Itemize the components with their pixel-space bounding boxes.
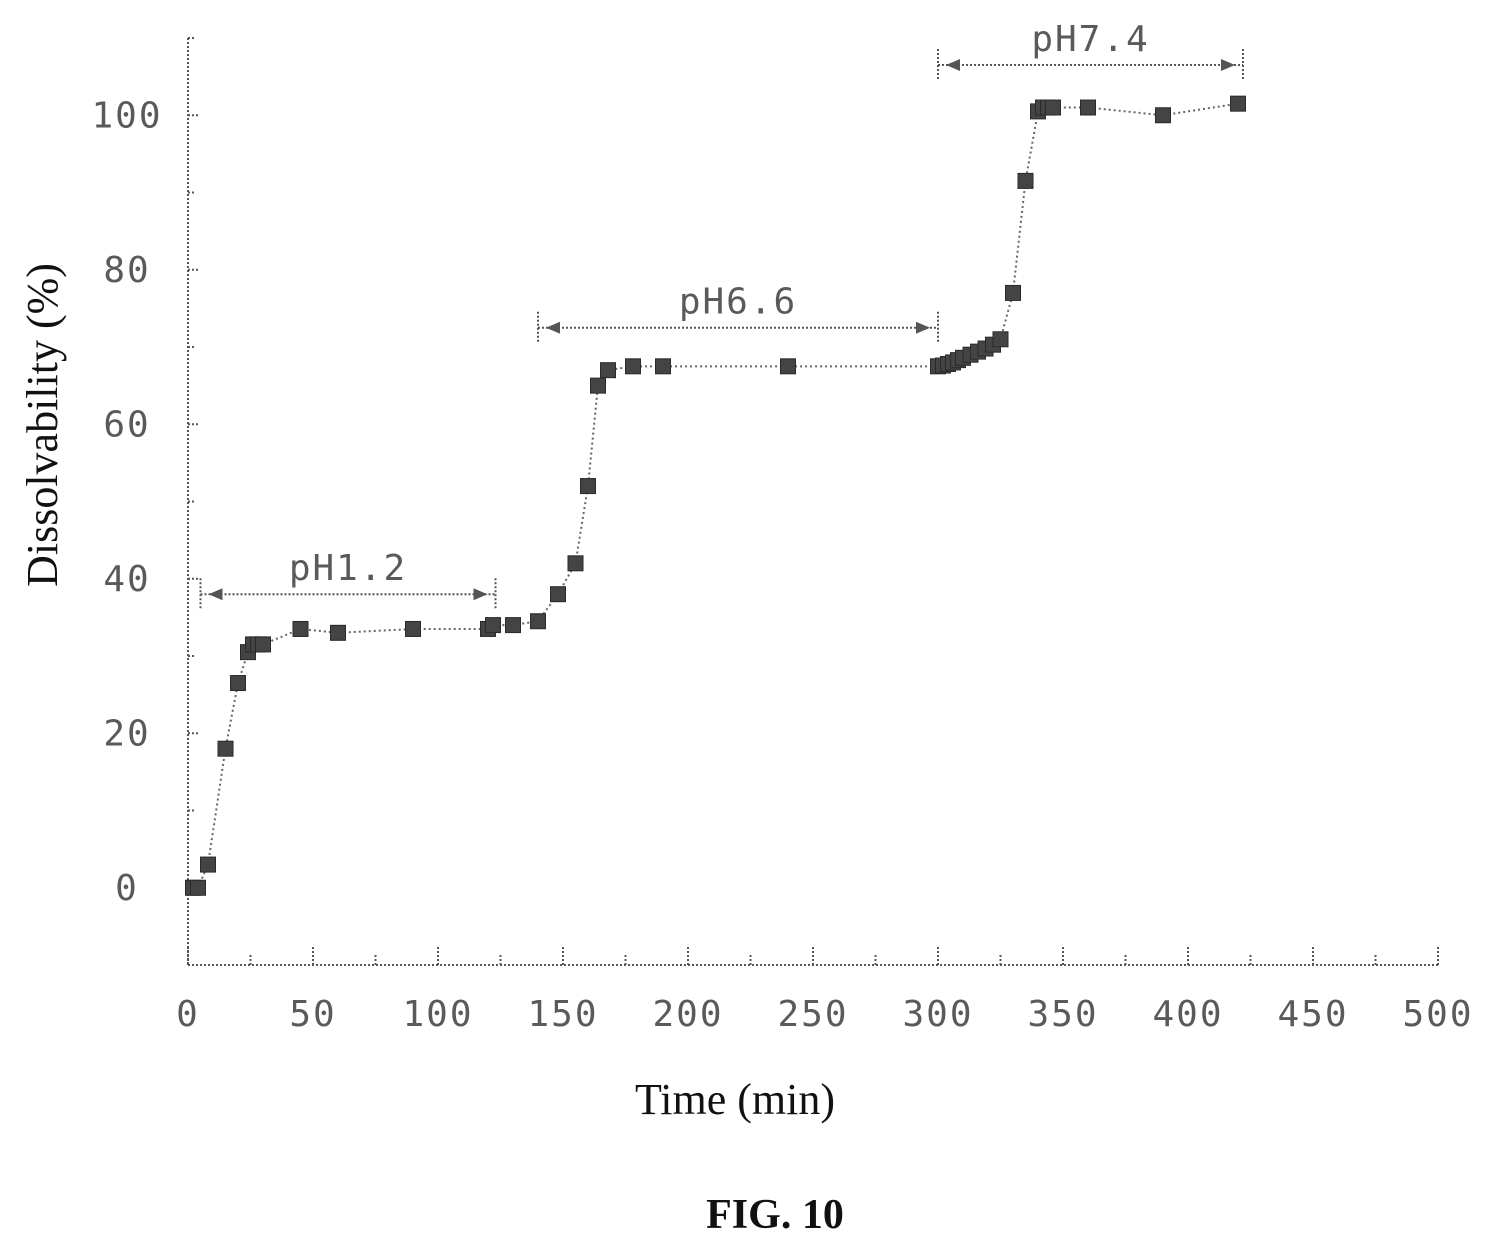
x-tick-label: 200 [652,994,723,1035]
x-axis-title: Time (min) [635,1075,835,1124]
x-tick-label: 150 [527,994,598,1035]
x-tick-label: 400 [1152,994,1223,1035]
x-tick-label: 250 [777,994,848,1035]
y-tick-label: 40 [103,559,150,600]
arrowhead-left [946,59,960,72]
ph-range-label: pH1.2 [289,548,407,589]
data-point [1230,95,1246,112]
data-point [655,358,671,375]
data-point [505,617,521,634]
y-axis-title: Dissolvability (%) [18,263,67,587]
data-point [200,856,216,873]
data-point [550,586,566,603]
x-tick-label: 300 [902,994,973,1035]
data-point [567,555,584,572]
arrowhead-left [546,321,560,334]
x-tick-label: 500 [1402,994,1473,1035]
data-point [780,358,796,375]
data-point [1080,99,1096,116]
x-tick-label: 450 [1277,994,1348,1035]
y-tick-label: 60 [103,404,150,445]
data-point [580,478,596,495]
arrowhead-left [208,588,223,601]
data-series [185,95,1246,896]
data-point [330,624,346,641]
x-tick-label: 350 [1027,994,1098,1035]
data-point [255,636,271,653]
data-point [992,331,1009,348]
arrowhead-right [1221,59,1235,72]
axis-ticks: 0 50 100 150 200 250 300 350 400 450 500 0 20 40 60 80 1… [91,37,1473,1035]
data-point [292,620,309,637]
series-line [193,102,1239,889]
ph-range-label: pH6.6 [679,282,797,323]
figure-caption: FIG. 10 [706,1192,844,1238]
y-tick-label: 20 [103,713,150,754]
data-point [530,613,546,630]
y-tick-label: 0 [115,868,139,909]
data-point [190,879,206,896]
data-point [1005,284,1021,301]
ph-range-annotations: pH1.2 pH6.6 pH7.4 [199,19,1244,611]
data-point [1155,107,1171,124]
arrowhead-right [916,321,930,334]
data-point [230,675,246,692]
x-tick-label: 50 [289,994,336,1035]
data-point [405,620,421,637]
ph-range-label: pH7.4 [1031,19,1149,60]
data-point [485,617,501,634]
x-tick-label: 100 [402,994,473,1035]
data-point [217,740,234,757]
data-point [590,377,606,394]
x-tick-label: 0 [176,994,200,1035]
data-point [1017,172,1034,189]
arrowhead-right [473,588,488,601]
y-tick-label: 80 [103,250,150,291]
data-point [600,362,616,379]
data-point [1045,99,1061,116]
data-point [625,358,641,375]
y-tick-label: 100 [91,95,162,136]
